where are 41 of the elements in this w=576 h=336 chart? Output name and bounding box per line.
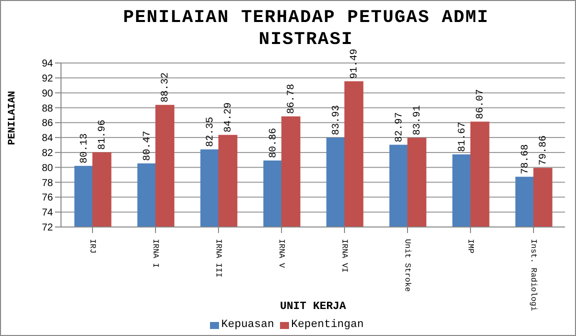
data-label: 80.86	[268, 128, 280, 158]
data-label: 79.86	[538, 135, 550, 166]
data-label: 78.68	[520, 144, 532, 174]
data-label: 86.07	[476, 89, 486, 120]
data-label: 81.96	[98, 120, 108, 150]
data-label: 86.78	[286, 84, 298, 114]
data-label: 83.93	[332, 105, 342, 136]
data-label: 82.97	[394, 112, 406, 142]
y-tick-label: 90	[42, 88, 54, 100]
data-label: 84.29	[224, 102, 234, 132]
y-tick-label: 82	[42, 148, 54, 160]
y-tick-label: 76	[42, 192, 54, 204]
y-tick-label: 78	[42, 178, 54, 189]
chart-title: PENILAIAN TERHADAP PETUGAS ADMINISTRASI	[122, 7, 490, 50]
y-tick-label: 86	[42, 118, 54, 130]
y-tick-label: 84	[42, 133, 54, 144]
x-tick-label: IRNA VI	[339, 239, 348, 273]
data-label: 83.91	[412, 105, 424, 136]
y-tick-label: 74	[42, 208, 54, 219]
y-tick-label: 92	[42, 73, 54, 84]
y-tick-label: 72	[42, 222, 54, 234]
y-tick-label: 80	[42, 162, 54, 174]
x-tick-label: IMP	[465, 239, 474, 254]
x-tick-label: IRNA V	[276, 239, 286, 268]
data-label: 80.47	[142, 130, 154, 161]
y-tick-label: 88	[42, 103, 54, 114]
legend-label: Kepuasan	[220, 319, 274, 331]
legend-label: Kepentingan	[290, 319, 364, 331]
x-tick-label: IRNA I	[150, 239, 160, 268]
data-label: 81.67	[458, 122, 468, 152]
y-tick-label: 94	[42, 58, 54, 70]
data-label: 80.13	[80, 133, 90, 164]
data-label: 88.32	[160, 72, 172, 102]
x-tick-label: IRNA III	[213, 239, 222, 278]
x-tick-label: Unit Stroke	[402, 239, 412, 292]
y-axis-title: PENILAIAN	[8, 90, 19, 145]
x-tick-label: Inst. Radiologi	[528, 239, 538, 312]
data-label: 82.35	[206, 116, 216, 147]
x-axis-title: UNIT KERJA	[280, 301, 346, 313]
x-tick-label: IRJ	[87, 239, 96, 254]
data-label: 91.49	[350, 48, 360, 79]
